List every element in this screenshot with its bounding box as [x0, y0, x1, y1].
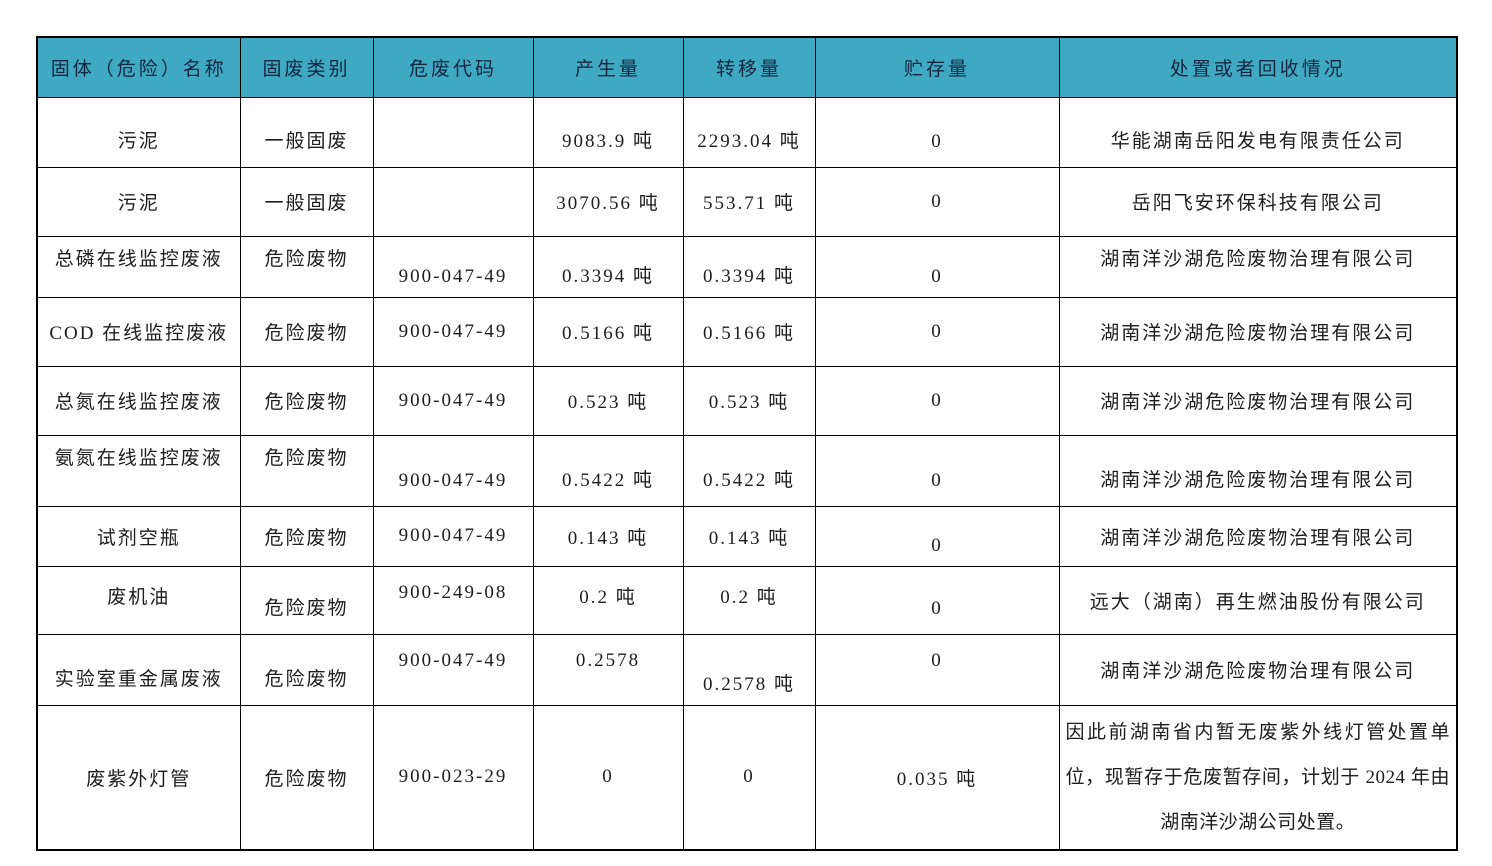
cell-category: 危险废物 [239, 565, 374, 635]
cell-disposal: 华能湖南岳阳发电有限责任公司 [1058, 96, 1458, 168]
cell-code: 900-047-49 [372, 434, 534, 507]
cell-disposal: 湖南洋沙湖危险废物治理有限公司 [1058, 434, 1458, 507]
cell-name: 废机油 [36, 565, 241, 635]
cell-produced: 9083.9 吨 [532, 96, 684, 168]
cell-stored: 0 [814, 296, 1060, 367]
cell-stored: 0 [814, 235, 1060, 298]
cell-transferred: 0.143 吨 [682, 505, 816, 567]
col-header-code: 危废代码 [372, 36, 534, 98]
cell-transferred: 553.71 吨 [682, 166, 816, 237]
cell-transferred: 0.2 吨 [682, 565, 816, 635]
cell-category: 危险废物 [239, 296, 374, 367]
cell-code: 900-047-49 [372, 633, 534, 706]
table-row: 试剂空瓶 危险废物 900-047-49 0.143 吨 0.143 吨 0 湖… [36, 505, 1458, 567]
cell-category: 一般固废 [239, 96, 374, 168]
cell-transferred: 0.523 吨 [682, 365, 816, 436]
cell-code: 900-249-08 [372, 565, 534, 635]
cell-name: 实验室重金属废液 [36, 633, 241, 706]
cell-transferred: 0.2578 吨 [682, 633, 816, 706]
cell-code [372, 166, 534, 237]
cell-category: 危险废物 [239, 365, 374, 436]
table-row: 实验室重金属废液 危险废物 900-047-49 0.2578 0.2578 吨… [36, 633, 1458, 706]
cell-stored: 0 [814, 505, 1060, 567]
cell-stored: 0.035 吨 [814, 704, 1060, 850]
cell-name: 污泥 [36, 166, 241, 237]
cell-disposal: 远大（湖南）再生燃油股份有限公司 [1058, 565, 1458, 635]
cell-code: 900-047-49 [372, 296, 534, 367]
cell-disposal: 湖南洋沙湖危险废物治理有限公司 [1058, 505, 1458, 567]
cell-code: 900-047-49 [372, 235, 534, 298]
cell-disposal: 湖南洋沙湖危险废物治理有限公司 [1058, 296, 1458, 367]
table-row: 废紫外灯管 危险废物 900-023-29 0 0 0.035 吨 因此前湖南省… [36, 704, 1458, 850]
cell-stored: 0 [814, 434, 1060, 507]
cell-stored: 0 [814, 365, 1060, 436]
col-header-transferred: 转移量 [682, 36, 816, 98]
cell-category: 一般固废 [239, 166, 374, 237]
col-header-category: 固废类别 [239, 36, 374, 98]
col-header-solid-name: 固体（危险）名称 [36, 36, 241, 98]
cell-stored: 0 [814, 565, 1060, 635]
cell-transferred: 2293.04 吨 [682, 96, 816, 168]
table-row: 污泥 一般固废 9083.9 吨 2293.04 吨 0 华能湖南岳阳发电有限责… [36, 96, 1458, 168]
table-row: COD 在线监控废液 危险废物 900-047-49 0.5166 吨 0.51… [36, 296, 1458, 367]
waste-disclosure-document: 固体（危险）名称 固废类别 危废代码 产生量 转移量 贮存量 处置或者回收情况 … [36, 36, 1458, 851]
cell-transferred: 0.5166 吨 [682, 296, 816, 367]
cell-produced: 0.523 吨 [532, 365, 684, 436]
table-row: 总磷在线监控废液 危险废物 900-047-49 0.3394 吨 0.3394… [36, 235, 1458, 298]
cell-disposal: 岳阳飞安环保科技有限公司 [1058, 166, 1458, 237]
cell-produced: 0.143 吨 [532, 505, 684, 567]
col-header-stored: 贮存量 [814, 36, 1060, 98]
cell-name: 总磷在线监控废液 [36, 235, 241, 298]
cell-category: 危险废物 [239, 633, 374, 706]
waste-table: 固体（危险）名称 固废类别 危废代码 产生量 转移量 贮存量 处置或者回收情况 … [36, 36, 1458, 851]
cell-category: 危险废物 [239, 505, 374, 567]
cell-disposal: 湖南洋沙湖危险废物治理有限公司 [1058, 633, 1458, 706]
cell-category: 危险废物 [239, 704, 374, 850]
cell-category: 危险废物 [239, 434, 374, 507]
cell-disposal: 湖南洋沙湖危险废物治理有限公司 [1058, 235, 1458, 298]
cell-stored: 0 [814, 166, 1060, 237]
cell-produced: 0.2 吨 [532, 565, 684, 635]
cell-name: 污泥 [36, 96, 241, 168]
cell-produced: 0.5166 吨 [532, 296, 684, 367]
cell-transferred: 0 [682, 704, 816, 850]
cell-code [372, 96, 534, 168]
cell-code: 900-023-29 [372, 704, 534, 850]
cell-produced: 0.3394 吨 [532, 235, 684, 298]
cell-disposal: 因此前湖南省内暂无废紫外线灯管处置单位，现暂存于危废暂存间，计划于 2024 年… [1058, 704, 1458, 850]
cell-produced: 0.5422 吨 [532, 434, 684, 507]
col-header-produced: 产生量 [532, 36, 684, 98]
cell-name: COD 在线监控废液 [36, 296, 241, 367]
table-row: 污泥 一般固废 3070.56 吨 553.71 吨 0 岳阳飞安环保科技有限公… [36, 166, 1458, 237]
cell-produced: 3070.56 吨 [532, 166, 684, 237]
cell-stored: 0 [814, 633, 1060, 706]
table-row: 废机油 危险废物 900-249-08 0.2 吨 0.2 吨 0 远大（湖南）… [36, 565, 1458, 635]
cell-name: 试剂空瓶 [36, 505, 241, 567]
table-row: 氨氮在线监控废液 危险废物 900-047-49 0.5422 吨 0.5422… [36, 434, 1458, 507]
cell-name: 废紫外灯管 [36, 704, 241, 850]
cell-produced: 0.2578 [532, 633, 684, 706]
cell-name: 总氮在线监控废液 [36, 365, 241, 436]
header-row: 固体（危险）名称 固废类别 危废代码 产生量 转移量 贮存量 处置或者回收情况 [36, 36, 1458, 98]
col-header-disposal: 处置或者回收情况 [1058, 36, 1458, 98]
cell-transferred: 0.5422 吨 [682, 434, 816, 507]
cell-transferred: 0.3394 吨 [682, 235, 816, 298]
cell-stored: 0 [814, 96, 1060, 168]
cell-name: 氨氮在线监控废液 [36, 434, 241, 507]
cell-category: 危险废物 [239, 235, 374, 298]
cell-code: 900-047-49 [372, 505, 534, 567]
table-row: 总氮在线监控废液 危险废物 900-047-49 0.523 吨 0.523 吨… [36, 365, 1458, 436]
cell-produced: 0 [532, 704, 684, 850]
cell-disposal: 湖南洋沙湖危险废物治理有限公司 [1058, 365, 1458, 436]
cell-code: 900-047-49 [372, 365, 534, 436]
